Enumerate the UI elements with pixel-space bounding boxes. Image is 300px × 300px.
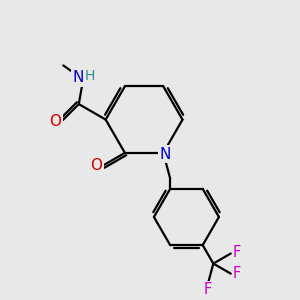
Text: O: O	[49, 114, 61, 129]
Text: F: F	[233, 244, 242, 260]
Text: H: H	[85, 69, 95, 83]
Text: F: F	[233, 266, 242, 281]
Text: N: N	[72, 70, 83, 86]
Text: F: F	[204, 282, 212, 297]
Text: N: N	[159, 147, 170, 162]
Text: O: O	[91, 158, 103, 173]
